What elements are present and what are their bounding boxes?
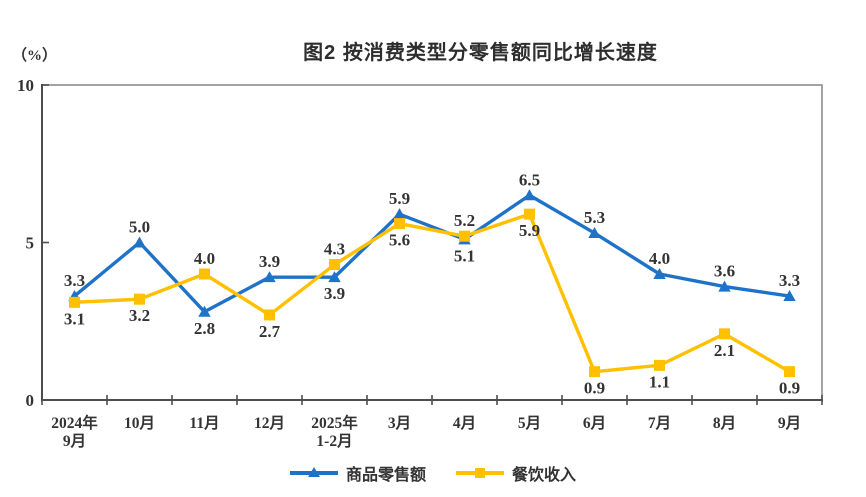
x-category-label: 3月 [388,414,411,432]
data-point-marker-goods [523,189,536,201]
chart-title: 图2 按消费类型分零售额同比增长速度 [303,42,658,64]
x-category-label: 12月 [254,414,285,432]
series-line-catering [72,212,792,374]
data-label-goods: 3.9 [259,252,280,271]
x-category-label: 7月 [648,414,671,432]
data-point-marker-goods [393,208,406,220]
data-point-marker-catering [394,218,405,230]
data-point-marker-catering [329,259,340,271]
data-point-marker-goods [718,280,731,292]
data-point-marker-goods [653,268,666,279]
data-point-marker-catering [589,366,600,378]
x-category-label: 6月 [583,414,606,432]
y-axis-unit-label: （%） [12,48,58,64]
legend-label-goods: 商品零售额 [345,467,426,484]
series-line-goods [72,193,792,314]
x-category-label: 4月 [453,414,476,432]
data-label-catering: 0.9 [584,379,605,398]
y-tick-label: 0 [26,391,35,410]
y-tick-label: 10 [17,76,34,95]
data-label-goods: 3.6 [714,262,735,281]
data-point-marker-goods [783,290,796,302]
data-label-goods: 5.9 [389,189,410,208]
legend-label-catering: 餐饮收入 [512,467,577,484]
data-point-marker-catering [69,296,80,308]
catering-line-square-swatch [456,466,504,480]
triangle-marker-icon [307,467,320,477]
x-category-label: 2024年 9月 [51,413,98,450]
plot-border [41,84,823,401]
x-category-label: 10月 [124,414,155,432]
data-label-goods: 5.3 [584,208,605,227]
chart-legend: 商品零售额 餐饮收入 [0,461,866,485]
data-label-catering: 5.6 [389,231,410,250]
data-point-marker-catering [134,293,145,305]
data-label-catering: 0.9 [779,379,800,398]
data-label-goods: 4.0 [649,249,670,268]
data-point-marker-goods [133,236,146,248]
data-label-goods: 2.8 [194,319,215,338]
x-category-label: 8月 [713,414,736,432]
data-label-goods: 5.1 [454,246,475,265]
data-point-marker-goods [263,271,276,283]
data-label-catering: 3.2 [129,306,150,325]
data-label-catering: 3.1 [64,309,85,328]
data-label-catering: 4.3 [324,240,345,259]
data-label-catering: 5.9 [519,221,540,240]
square-marker-icon [475,468,485,478]
data-label-catering: 2.1 [714,341,735,360]
data-label-catering: 2.7 [259,322,281,341]
data-label-goods: 3.9 [324,284,345,303]
x-category-label: 2025年 1-2月 [311,413,358,450]
goods-line-triangle-swatch [289,466,338,480]
data-label-catering: 5.2 [454,211,475,230]
data-point-marker-catering [784,366,795,378]
data-label-catering: 1.1 [649,372,670,391]
x-category-label: 5月 [518,414,541,432]
data-label-goods: 3.3 [64,271,85,290]
data-point-marker-goods [198,305,211,317]
x-category-label: 9月 [778,414,801,432]
y-tick-label: 5 [26,234,35,253]
data-label-goods: 5.0 [129,218,150,237]
data-label-goods: 6.5 [519,170,540,189]
data-label-goods: 3.3 [779,271,800,290]
data-point-marker-catering [459,230,470,242]
legend-item-goods: 商品零售额 [289,461,426,485]
data-label-catering: 4.0 [194,249,215,268]
data-point-marker-catering [719,328,730,340]
data-point-marker-goods [588,227,601,239]
x-category-label: 11月 [189,414,219,432]
legend-item-catering: 餐饮收入 [456,461,576,485]
data-point-marker-catering [264,309,275,321]
data-point-marker-catering [199,268,210,280]
data-point-marker-catering [654,359,665,371]
data-point-marker-goods [328,271,341,283]
data-point-marker-catering [524,208,535,220]
